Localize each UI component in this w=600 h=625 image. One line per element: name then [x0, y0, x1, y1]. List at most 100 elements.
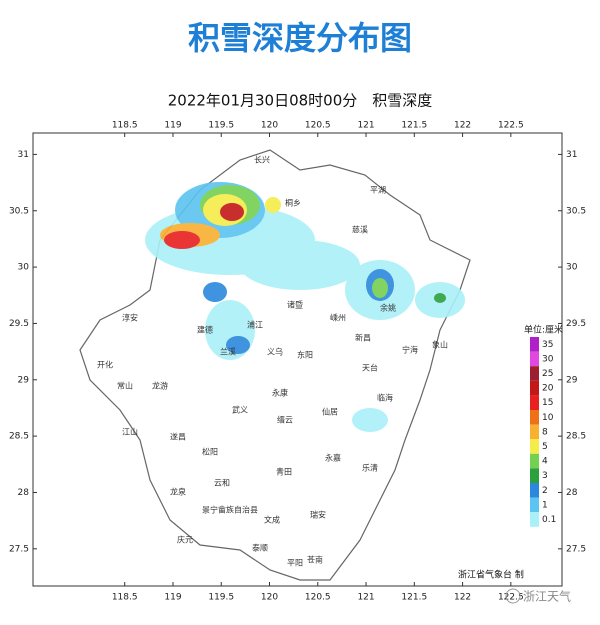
legend-swatch	[530, 453, 539, 469]
place-label: 景宁畲族自治县	[202, 505, 258, 515]
lat-tick-label: 31	[18, 150, 29, 160]
legend-label: 2	[542, 486, 548, 496]
place-label: 龙游	[152, 381, 168, 391]
place-label: 嵊州	[330, 313, 346, 323]
place-label: 武义	[232, 405, 248, 415]
lon-tick-label: 122.5	[498, 593, 524, 603]
place-label: 东阳	[297, 350, 313, 360]
legend-label: 4	[542, 457, 548, 467]
place-label: 常山	[117, 381, 133, 391]
lat-tick-label: 27.5	[566, 544, 586, 554]
legend-label: 20	[542, 384, 554, 394]
legend-swatch	[530, 468, 539, 483]
place-label: 庆元	[177, 535, 193, 545]
place-label: 乐清	[362, 463, 378, 473]
place-label: 慈溪	[352, 225, 368, 235]
legend-swatch	[530, 351, 539, 367]
place-label: 兰溪	[220, 347, 236, 357]
lat-tick-label: 28	[566, 488, 578, 498]
lon-tick-label: 119	[164, 593, 181, 603]
place-label: 新昌	[355, 333, 371, 343]
place-label: 青田	[276, 467, 292, 477]
place-label: 江山	[122, 427, 138, 437]
legend-label: 5	[542, 442, 548, 452]
lat-tick-label: 29.5	[566, 319, 586, 329]
legend-label: 35	[542, 340, 553, 350]
legend-label: 8	[542, 427, 548, 437]
lat-tick-label: 30.5	[566, 206, 586, 216]
legend-swatch	[530, 483, 539, 498]
subtitle: 2022年01月30日08时00分 积雪深度	[168, 92, 433, 110]
legend-label: 15	[542, 398, 553, 408]
lat-tick-label: 29	[18, 375, 30, 385]
place-label: 缙云	[277, 415, 293, 425]
lat-tick-label: 29.5	[9, 319, 29, 329]
lon-tick-label: 121	[357, 593, 374, 603]
place-label: 诸暨	[287, 301, 303, 310]
legend-swatch	[530, 380, 539, 396]
lon-tick-label: 119.5	[208, 593, 234, 603]
lon-tick-label: 119.5	[208, 121, 234, 131]
watermark: 浙江天气	[523, 589, 571, 604]
place-label: 桐乡	[285, 198, 301, 208]
lon-tick-label: 122	[454, 121, 471, 131]
legend-swatch	[530, 410, 539, 425]
legend-title: 单位:厘米	[524, 324, 563, 336]
place-label: 泰顺	[252, 543, 268, 553]
lon-tick-label: 120	[261, 121, 278, 131]
lon-tick-label: 118.5	[112, 593, 138, 603]
credit: 浙江省气象台 制	[458, 569, 524, 581]
place-label: 淳安	[122, 313, 138, 323]
lat-tick-label: 27.5	[9, 544, 29, 554]
lat-tick-label: 29	[566, 375, 578, 385]
place-label: 宁海	[402, 345, 418, 355]
lon-tick-label: 121.5	[401, 121, 427, 131]
place-label: 云和	[214, 479, 230, 488]
legend-swatch	[530, 395, 539, 410]
place-label: 长兴	[254, 155, 270, 165]
place-label: 仙居	[322, 407, 338, 417]
legend-swatch	[530, 497, 539, 513]
legend-label: 1	[542, 500, 548, 510]
place-label: 天台	[362, 363, 378, 373]
lat-tick-label: 30.5	[9, 206, 29, 216]
lon-tick-label: 118.5	[112, 121, 138, 131]
place-label: 文成	[264, 515, 280, 525]
lat-tick-label: 30	[18, 263, 30, 273]
legend-swatch	[530, 439, 539, 454]
legend-swatch	[530, 424, 539, 440]
place-label: 建德	[197, 325, 213, 335]
watermark-icon	[505, 588, 521, 604]
lon-tick-label: 122.5	[498, 121, 524, 131]
place-label: 平阳	[287, 559, 303, 568]
legend-swatch	[530, 337, 539, 352]
graticule: 118.5118.5119119119.5119.5120120120.5120…	[9, 121, 586, 603]
lat-tick-label: 28.5	[566, 432, 586, 442]
lon-tick-label: 121	[357, 121, 374, 131]
place-label: 平湖	[370, 186, 386, 195]
lon-tick-label: 122	[454, 593, 471, 603]
place-label: 开化	[97, 360, 113, 370]
place-label: 余姚	[380, 303, 396, 313]
place-label: 永康	[272, 388, 288, 398]
lat-tick-label: 30	[566, 263, 578, 273]
place-label: 瑞安	[310, 510, 326, 520]
lon-tick-label: 119	[164, 121, 181, 131]
place-label: 象山	[432, 340, 448, 350]
lon-tick-label: 120.5	[305, 121, 331, 131]
lon-tick-label: 120.5	[305, 593, 331, 603]
place-label: 义乌	[267, 347, 283, 357]
lat-tick-label: 28	[18, 488, 30, 498]
lon-tick-label: 121.5	[401, 593, 427, 603]
legend-swatch	[530, 512, 539, 527]
place-label: 浦江	[247, 320, 263, 330]
legend-swatch	[530, 366, 539, 381]
legend-label: 25	[542, 369, 553, 379]
legend: 单位:厘米 35 30 25 20 15 10 8 5 4 3 2 1 0.1	[524, 324, 563, 527]
place-label: 永嘉	[325, 453, 341, 463]
place-label: 苍南	[307, 555, 323, 565]
lon-tick-label: 120	[261, 593, 278, 603]
